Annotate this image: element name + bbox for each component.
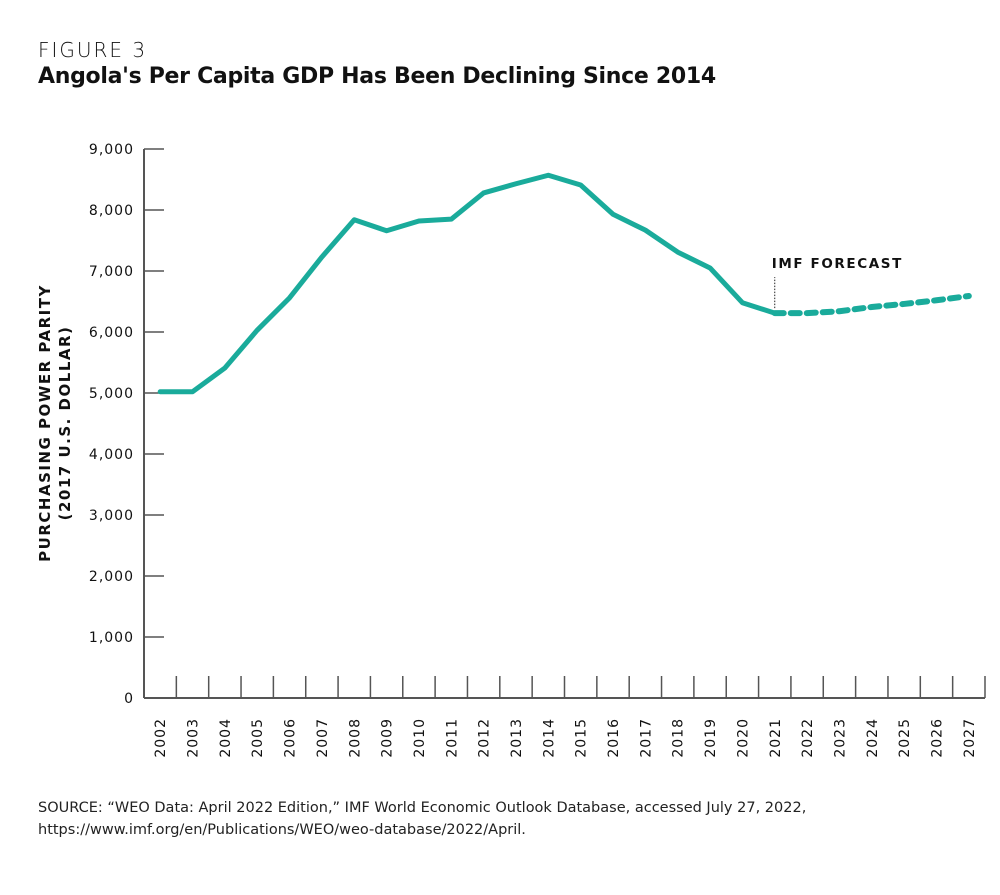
x-tick-label: 2021 — [768, 718, 784, 758]
x-tick-label: 2008 — [347, 718, 363, 758]
y-tick-label: 9,000 — [89, 142, 134, 158]
x-tick-label: 2026 — [929, 718, 945, 758]
y-tick-label: 7,000 — [89, 264, 134, 280]
x-tick-label: 2002 — [153, 718, 169, 758]
source-note: SOURCE: “WEO Data: April 2022 Edition,” … — [38, 797, 806, 841]
x-tick-label: 2025 — [897, 718, 913, 758]
y-tick-label: 2,000 — [89, 569, 134, 585]
forecast-annotation: IMF FORECAST — [772, 256, 903, 272]
y-tick-label: 5,000 — [89, 386, 134, 402]
series-line-forecast — [771, 293, 972, 317]
x-tick-label: 2017 — [638, 718, 654, 758]
x-tick-label: 2019 — [703, 718, 719, 758]
x-tick-label: 2010 — [412, 718, 428, 758]
y-axis-label-unit: (2017 U.S. DOLLAR) — [56, 326, 74, 521]
x-tick-label: 2023 — [832, 718, 848, 758]
x-tick-label: 2009 — [380, 718, 396, 758]
x-tick-label: 2006 — [283, 718, 299, 758]
series-line-actual — [157, 172, 778, 395]
x-tick-label: 2024 — [865, 718, 881, 758]
x-tick-label: 2015 — [574, 718, 590, 758]
x-tick-label: 2018 — [671, 718, 687, 758]
x-tick-label: 2007 — [315, 718, 331, 758]
chart-title: Angola's Per Capita GDP Has Been Declini… — [38, 64, 716, 89]
x-tick-label: 2003 — [186, 718, 202, 758]
y-tick-label: 0 — [124, 691, 134, 707]
x-tick-label: 2027 — [962, 718, 978, 758]
x-tick-label: 2013 — [509, 718, 525, 758]
x-tick-label: 2020 — [735, 718, 751, 758]
figure-label: FIGURE 3 — [38, 38, 148, 62]
y-tick-label: 4,000 — [89, 447, 134, 463]
x-tick-label: 2016 — [606, 718, 622, 758]
x-tick-label: 2022 — [800, 718, 816, 758]
y-tick-label: 8,000 — [89, 203, 134, 219]
x-tick-label: 2011 — [444, 718, 460, 758]
y-tick-label: 6,000 — [89, 325, 134, 341]
x-tick-label: 2014 — [541, 718, 557, 758]
x-tick-label: 2012 — [477, 718, 493, 758]
x-tick-label: 2004 — [218, 718, 234, 758]
source-line-1: SOURCE: “WEO Data: April 2022 Edition,” … — [38, 800, 807, 816]
y-axis-label: PURCHASING POWER PARITY — [36, 284, 54, 562]
y-tick-label: 3,000 — [89, 508, 134, 524]
x-tick-label: 2005 — [250, 718, 266, 758]
source-line-2: https://www.imf.org/en/Publications/WEO/… — [38, 822, 526, 838]
y-tick-label: 1,000 — [89, 630, 134, 646]
